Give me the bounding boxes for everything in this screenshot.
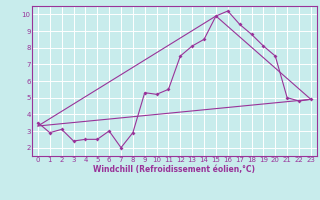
X-axis label: Windchill (Refroidissement éolien,°C): Windchill (Refroidissement éolien,°C) — [93, 165, 255, 174]
